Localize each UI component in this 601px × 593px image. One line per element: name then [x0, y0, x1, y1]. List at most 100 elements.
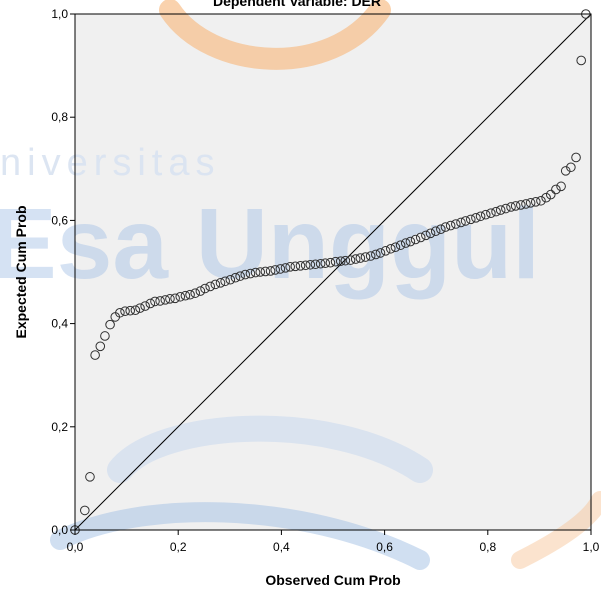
- data-point: [100, 331, 110, 341]
- data-point: [495, 205, 506, 215]
- data-point: [350, 254, 361, 264]
- reference-line: [74, 13, 592, 531]
- data-point: [445, 220, 456, 231]
- data-point: [390, 242, 401, 253]
- data-point: [145, 298, 156, 309]
- data-point: [265, 266, 276, 276]
- y-axis-ticks: 0,0 0,2 0,4 0,6 0,8 1,0: [51, 7, 75, 537]
- data-point: [275, 264, 286, 274]
- data-point: [270, 265, 281, 275]
- data-point: [125, 305, 136, 316]
- data-point: [371, 249, 381, 260]
- data-point: [180, 290, 191, 301]
- data-point: [430, 226, 441, 237]
- data-point: [385, 243, 396, 254]
- y-tick-label: 0,8: [51, 110, 68, 124]
- data-point: [375, 248, 386, 258]
- data-point: [130, 305, 141, 315]
- data-point: [566, 162, 576, 173]
- data-point: [355, 253, 366, 263]
- data-point: [571, 152, 581, 163]
- data-point: [305, 259, 316, 270]
- data-point: [451, 219, 461, 229]
- data-point: [115, 307, 125, 318]
- x-tick-label: 0,8: [479, 540, 496, 554]
- data-point: [525, 198, 536, 208]
- data-point: [340, 255, 351, 266]
- data-point: [225, 274, 236, 285]
- data-point: [170, 293, 180, 304]
- data-point: [545, 189, 556, 200]
- x-tick-label: 0,6: [376, 540, 393, 554]
- data-point: [95, 341, 106, 352]
- data-point: [105, 319, 115, 330]
- watermark-text-line2: Esa Unggul: [0, 188, 540, 300]
- watermark-arc-top: [159, 0, 391, 70]
- data-point: [235, 271, 245, 281]
- y-tick-label: 0,0: [51, 523, 68, 537]
- data-point: [556, 181, 566, 192]
- data-point: [560, 166, 571, 176]
- data-point: [245, 268, 256, 279]
- data-point: [155, 296, 165, 306]
- data-point: [200, 283, 210, 294]
- data-point: [220, 276, 230, 287]
- data-point: [460, 216, 471, 226]
- data-point: [165, 294, 175, 304]
- data-points: [70, 9, 591, 535]
- x-axis-ticks: 0,0 0,2 0,4 0,6 0,8 1,0: [67, 530, 600, 554]
- data-point: [551, 184, 561, 195]
- data-point: [530, 197, 541, 207]
- data-point: [150, 296, 160, 307]
- data-point: [440, 222, 451, 232]
- data-point: [285, 262, 295, 272]
- data-point: [160, 295, 171, 305]
- data-point: [415, 232, 426, 243]
- data-point: [85, 472, 95, 482]
- watermark-text-line1: niversitas: [0, 142, 221, 184]
- data-point: [240, 269, 251, 280]
- data-point: [290, 261, 301, 272]
- data-point: [456, 217, 466, 228]
- data-point: [506, 202, 516, 212]
- data-point: [501, 203, 511, 214]
- data-point: [335, 256, 346, 266]
- data-point: [325, 257, 336, 268]
- data-point: [80, 505, 90, 516]
- data-point: [436, 224, 446, 234]
- data-point: [330, 256, 341, 267]
- data-point: [475, 211, 486, 222]
- data-point: [491, 206, 501, 217]
- data-point: [536, 195, 546, 206]
- data-point: [295, 261, 306, 271]
- data-point: [400, 238, 411, 248]
- x-tick-label: 1,0: [583, 540, 600, 554]
- data-point: [320, 258, 331, 269]
- data-point: [521, 199, 531, 209]
- data-point: [480, 209, 491, 220]
- data-point: [486, 208, 496, 218]
- x-tick-label: 0,0: [67, 540, 84, 554]
- y-axis-title: Expected Cum Prob: [13, 205, 29, 338]
- watermark-arc-blue: [50, 502, 430, 570]
- data-point: [120, 306, 130, 317]
- y-tick-label: 0,6: [51, 213, 68, 227]
- data-point: [465, 214, 476, 225]
- x-tick-label: 0,2: [170, 540, 187, 554]
- watermark-logo: niversitas Esa Unggul: [0, 0, 601, 570]
- data-point: [360, 252, 371, 262]
- data-point: [395, 240, 406, 250]
- y-tick-label: 0,4: [51, 317, 68, 331]
- chart-title: Dependent Variable: DER: [213, 0, 381, 9]
- data-point: [410, 234, 421, 245]
- data-point: [135, 303, 145, 313]
- data-point: [185, 289, 195, 300]
- data-point: [300, 260, 311, 271]
- data-point: [215, 278, 226, 288]
- data-point: [380, 246, 391, 256]
- data-point: [190, 288, 201, 298]
- x-axis-title: Observed Cum Prob: [265, 572, 400, 588]
- data-point: [516, 200, 526, 210]
